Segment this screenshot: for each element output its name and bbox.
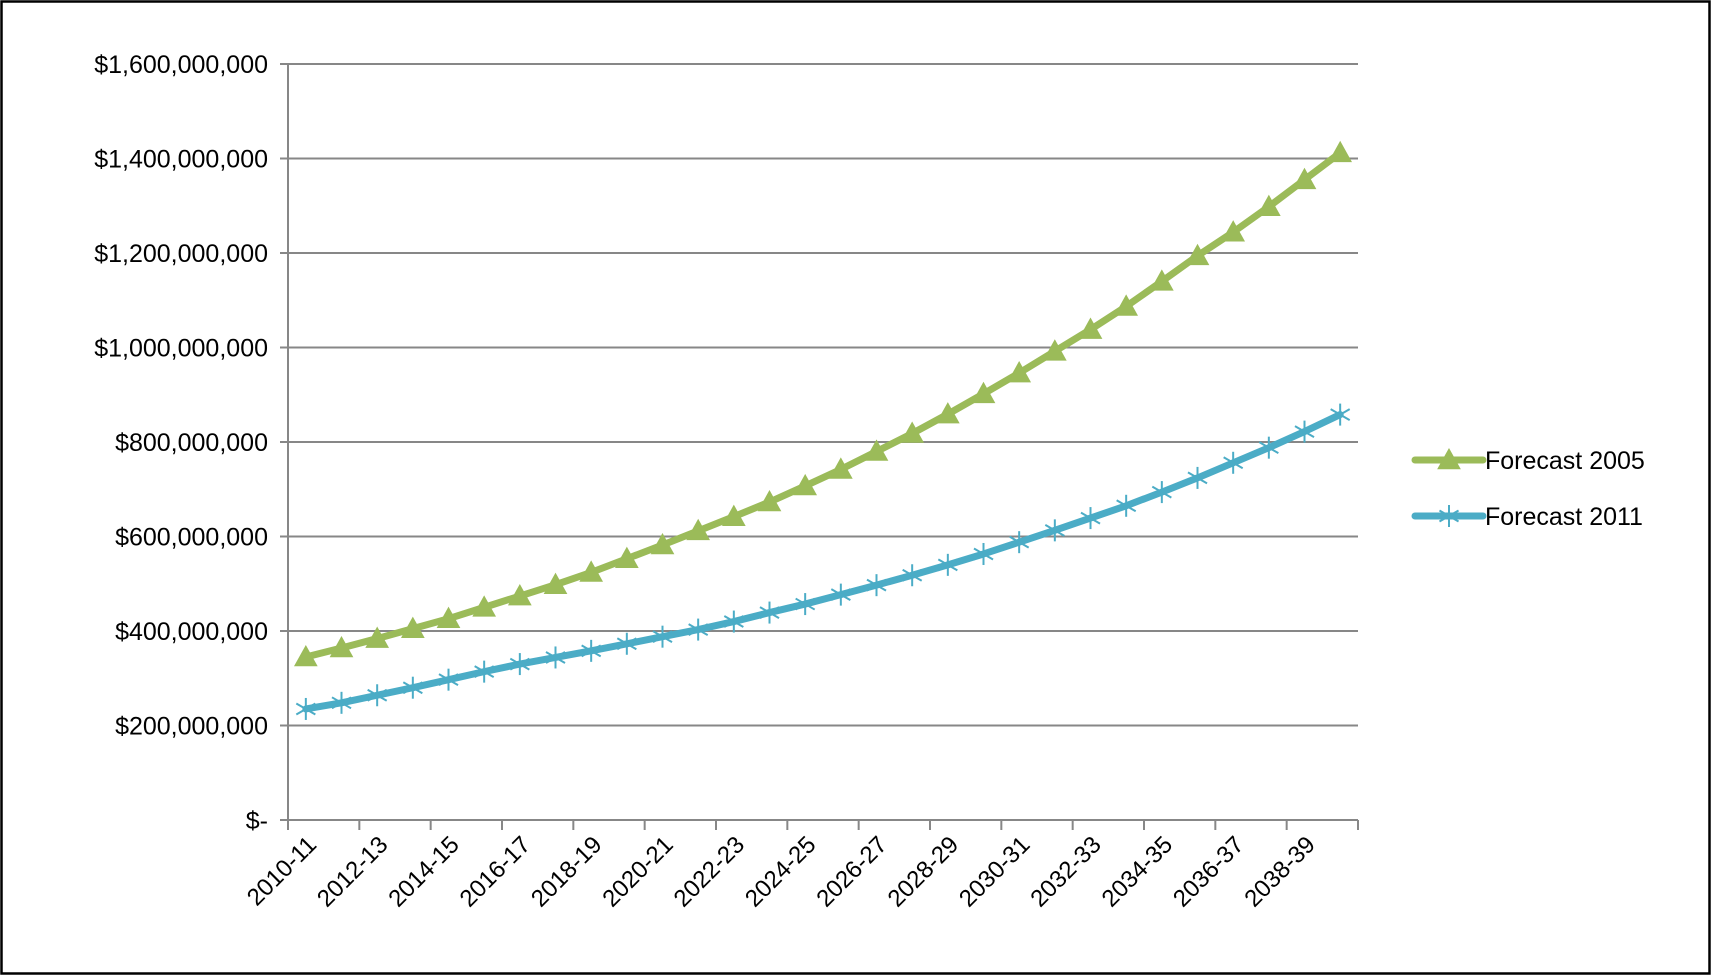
data-point-2 <box>1009 531 1030 554</box>
y-tick-label: $800,000,000 <box>115 429 268 457</box>
data-point-1 <box>1114 294 1139 316</box>
data-point-2 <box>1044 519 1065 542</box>
data-point-1 <box>614 546 639 569</box>
data-point-1 <box>1042 339 1067 361</box>
data-point-1 <box>686 518 711 541</box>
data-point-1 <box>1328 140 1353 163</box>
data-point-2 <box>1223 451 1244 474</box>
data-point-2 <box>937 553 958 576</box>
data-point-2 <box>367 684 388 707</box>
data-point-1 <box>828 457 853 479</box>
data-point-2 <box>581 639 602 662</box>
data-point-2 <box>1080 507 1101 530</box>
data-point-2 <box>1294 420 1315 443</box>
data-point-1 <box>472 595 497 617</box>
legend-marker <box>1437 447 1461 470</box>
data-point-2 <box>331 691 352 714</box>
data-point-2 <box>1151 481 1172 504</box>
data-point-1 <box>436 606 461 629</box>
data-point-2 <box>1258 436 1279 459</box>
data-point-1 <box>971 381 996 404</box>
data-point-1 <box>1007 360 1032 383</box>
data-point-1 <box>1185 243 1210 266</box>
data-point-2 <box>616 632 637 655</box>
y-tick-label: $- <box>246 807 268 835</box>
legend-marker <box>1438 505 1460 527</box>
data-point-2 <box>1330 403 1351 426</box>
data-point-2 <box>1116 494 1137 517</box>
data-point-1 <box>1292 167 1317 190</box>
data-point-2 <box>866 574 887 597</box>
data-point-1 <box>1256 194 1281 216</box>
data-point-1 <box>721 504 746 526</box>
data-point-1 <box>329 635 354 658</box>
data-point-1 <box>293 644 318 667</box>
data-point-1 <box>650 532 675 555</box>
data-point-2 <box>652 625 673 648</box>
data-point-1 <box>793 473 818 496</box>
y-tick-label: $1,000,000,000 <box>94 335 268 363</box>
data-point-1 <box>507 584 532 606</box>
data-point-1 <box>864 439 889 461</box>
data-point-2 <box>723 610 744 633</box>
data-point-2 <box>438 668 459 691</box>
data-point-1 <box>1078 317 1103 339</box>
data-point-2 <box>795 593 816 616</box>
data-point-1 <box>1149 269 1174 291</box>
data-point-1 <box>1221 220 1246 242</box>
y-tick-label: $1,600,000,000 <box>94 51 268 79</box>
data-point-2 <box>402 676 423 699</box>
data-point-2 <box>759 601 780 624</box>
data-point-2 <box>688 618 709 641</box>
series-layer <box>293 140 1353 720</box>
data-point-1 <box>400 616 425 638</box>
data-point-1 <box>900 421 925 443</box>
y-tick-label: $1,400,000,000 <box>94 146 268 174</box>
data-point-2 <box>830 583 851 606</box>
gridlines <box>288 63 1358 727</box>
legend: Forecast 2005 Forecast 2011 <box>1411 447 1645 531</box>
data-point-2 <box>509 653 530 676</box>
y-tick-label: $600,000,000 <box>115 524 268 552</box>
data-point-2 <box>295 697 316 720</box>
data-point-1 <box>757 489 782 512</box>
data-point-1 <box>579 560 604 582</box>
y-tick-label: $400,000,000 <box>115 618 268 646</box>
data-point-1 <box>935 402 960 424</box>
data-point-2 <box>902 564 923 587</box>
data-point-2 <box>545 646 566 669</box>
legend-label: Forecast 2005 <box>1485 447 1645 475</box>
data-point-2 <box>1187 466 1208 489</box>
data-point-2 <box>973 542 994 565</box>
y-tick-label: $1,200,000,000 <box>94 240 268 268</box>
data-point-1 <box>365 626 390 648</box>
data-point-2 <box>474 660 495 683</box>
legend-label: Forecast 2011 <box>1485 503 1643 531</box>
y-tick-label: $200,000,000 <box>115 713 268 741</box>
data-point-1 <box>543 572 568 594</box>
